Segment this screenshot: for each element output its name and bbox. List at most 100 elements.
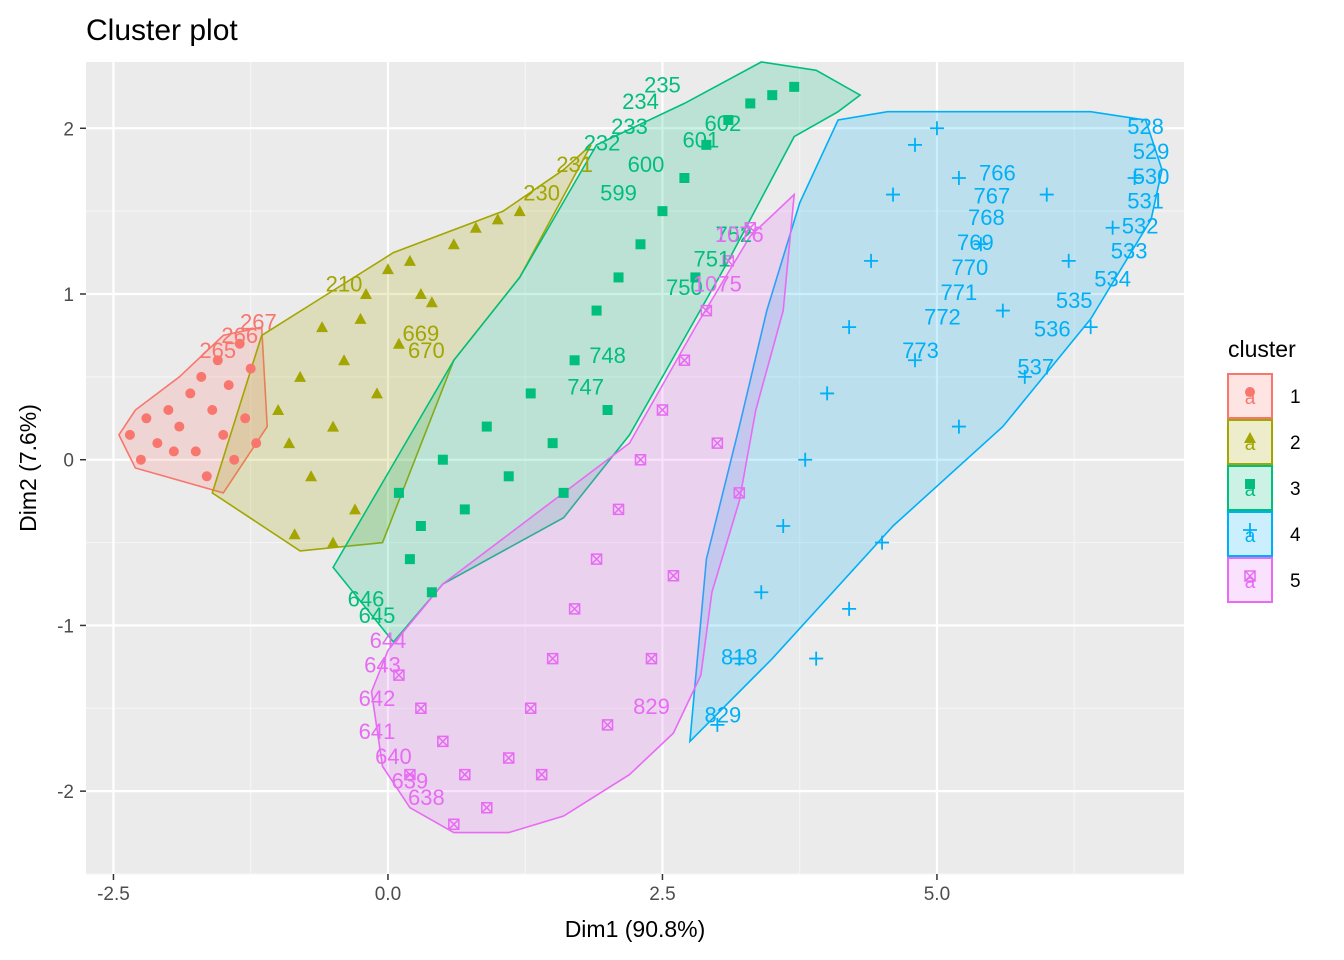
- cluster-3-point: [525, 388, 536, 399]
- cluster-3-point: [415, 521, 426, 531]
- minor-gridlines: [86, 62, 1184, 875]
- legend-key-2-glyph: a: [1245, 434, 1256, 455]
- cluster-1-point: [185, 388, 196, 399]
- cluster-5-point-label: 643: [364, 653, 401, 678]
- cluster-5-point: [700, 304, 713, 317]
- cluster-5-point: [415, 702, 427, 715]
- cluster-5-point-label: 641: [359, 719, 396, 744]
- cluster-4-point-label: 530: [1133, 164, 1170, 189]
- cluster-4-point-label: 535: [1056, 288, 1093, 313]
- cluster-1-point-label: 266: [221, 323, 258, 348]
- cluster-5-point: [678, 354, 691, 367]
- cluster-3-point: [503, 471, 514, 482]
- cluster-1-point: [223, 380, 234, 391]
- cluster-5-point-label: 644: [370, 628, 407, 653]
- cluster-5-point: [612, 503, 625, 516]
- cluster-3-point: [426, 587, 437, 598]
- legend-key-1-marker: [1245, 387, 1255, 397]
- cluster-1-point: [201, 471, 212, 482]
- cluster-3-point-label: 233: [611, 114, 648, 139]
- cluster-4-point-label: 536: [1034, 316, 1071, 341]
- cluster-4-point-label: 829: [704, 702, 741, 727]
- cluster-4-point: [1017, 369, 1032, 384]
- cluster-points: [124, 81, 1142, 831]
- x-tick-label: 5.0: [924, 884, 950, 905]
- cluster-1-point: [152, 438, 163, 449]
- cluster-2-point-label: 210: [326, 272, 363, 297]
- cluster-4-point-label: 773: [902, 338, 939, 363]
- cluster-5-point-label: 640: [375, 744, 412, 769]
- cluster-2-point: [354, 312, 367, 324]
- cluster-1-point: [234, 338, 245, 349]
- legend-key-5: [1227, 557, 1273, 603]
- cluster-3-point: [767, 90, 778, 101]
- cluster-1-hull: [117, 326, 269, 494]
- cluster-3-point-label: 751: [694, 247, 731, 272]
- cluster-4-point: [951, 171, 966, 185]
- cluster-3-point-label: 602: [704, 111, 741, 136]
- cluster-5-point: [481, 801, 493, 814]
- cluster-4-point-label: 772: [924, 305, 961, 330]
- cluster-4-hull: [688, 110, 1163, 744]
- legend-label-5: 5: [1290, 571, 1301, 592]
- cluster-4-point: [973, 237, 988, 252]
- cluster-3-point: [789, 81, 800, 92]
- legend-label-1: 1: [1290, 387, 1301, 408]
- legend-key-5-glyph: a: [1245, 572, 1256, 593]
- cluster-5-point: [656, 404, 669, 416]
- cluster-4-point-label: 767: [973, 184, 1010, 209]
- legend-title: cluster: [1228, 336, 1296, 362]
- y-tick-label: 2: [63, 119, 74, 140]
- cluster-5-point: [733, 487, 746, 499]
- cluster-2-point: [403, 254, 416, 266]
- cluster-1-point: [174, 421, 185, 432]
- cluster-2-point: [338, 354, 351, 366]
- cluster-4-point: [842, 320, 857, 335]
- cluster-2-point: [283, 437, 296, 449]
- cluster-2-point: [359, 288, 372, 299]
- major-gridlines: [86, 62, 1184, 874]
- cluster-2-point: [447, 238, 460, 250]
- cluster-2-point: [513, 205, 526, 217]
- legend-label-4: 4: [1290, 525, 1301, 546]
- cluster-3-point: [745, 98, 756, 109]
- cluster-3-point: [459, 504, 470, 515]
- cluster-1-point: [190, 446, 201, 457]
- cluster-4-point-label: 818: [721, 644, 758, 669]
- legend-key-2-marker: [1244, 432, 1256, 443]
- cluster-5-point-label: 639: [392, 769, 429, 794]
- cluster-4-point-label: 533: [1111, 238, 1148, 263]
- cluster-5-point: [437, 735, 449, 748]
- cluster-3-point: [701, 139, 712, 150]
- cluster-3-point: [547, 438, 558, 449]
- cluster-3-point-label: 645: [359, 603, 396, 628]
- cluster-3-point-label: 234: [622, 89, 659, 114]
- y-tick-label: -2: [57, 782, 74, 803]
- plot-panel: [86, 62, 1184, 874]
- cluster-5-point: [448, 818, 460, 831]
- cluster-1-point: [141, 413, 152, 424]
- cluster-3-point: [569, 355, 580, 366]
- y-tick-label: -1: [57, 616, 74, 637]
- legend-label-2: 2: [1290, 433, 1301, 454]
- cluster-3-point-label: 750: [666, 275, 703, 300]
- cluster-4-point: [995, 303, 1010, 318]
- cluster-1-point: [124, 429, 135, 440]
- cluster-3-point: [602, 405, 613, 415]
- cluster-2-point-label: 670: [408, 338, 445, 363]
- cluster-5-point: [590, 553, 603, 565]
- cluster-4-point: [776, 519, 791, 533]
- cluster-3-point: [679, 173, 690, 183]
- cluster-1-point: [168, 446, 179, 457]
- cluster-5-point-label: 642: [359, 686, 396, 711]
- cluster-4-point: [1039, 187, 1054, 202]
- x-tick-label: -2.5: [97, 884, 130, 905]
- cluster-2-point: [288, 528, 301, 540]
- cluster-3-point: [591, 305, 602, 316]
- cluster-3-point-label: 646: [348, 586, 385, 611]
- cluster-4-point: [875, 535, 890, 550]
- cluster-3-point-label: 599: [600, 180, 637, 205]
- cluster-5-point: [645, 652, 658, 665]
- cluster-4-point-label: 528: [1127, 114, 1164, 139]
